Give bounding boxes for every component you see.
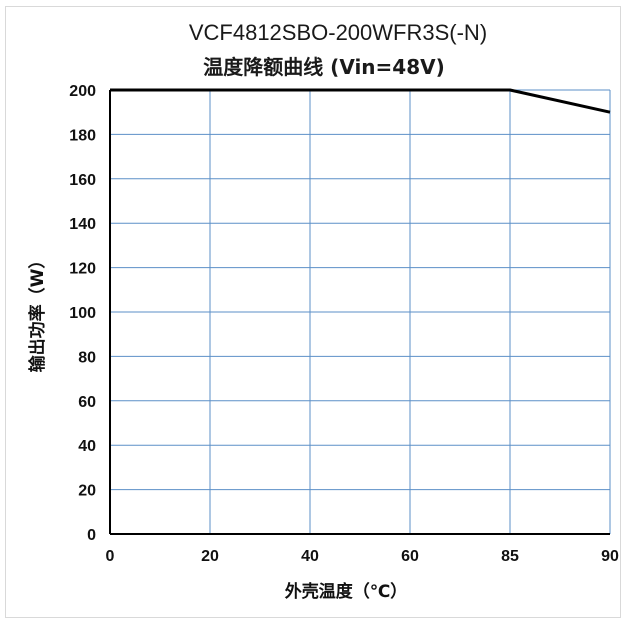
- x-tick-label: 60: [401, 548, 419, 565]
- y-axis-label: 输出功率（W）: [27, 252, 48, 373]
- y-tick-labels: 0 20 40 60 80 100 120 140 160 180 200: [69, 83, 96, 544]
- y-tick-label: 60: [78, 394, 96, 411]
- y-tick-label: 100: [69, 305, 96, 322]
- x-tick-labels: 0 20 40 60 85 90: [106, 548, 619, 565]
- x-axis-label: 外壳温度（℃）: [285, 581, 408, 602]
- y-tick-label: 200: [69, 83, 96, 100]
- y-tick-label: 20: [78, 483, 96, 500]
- y-tick-label: 140: [69, 216, 96, 233]
- chart-frame: [5, 6, 621, 618]
- y-tick-label: 180: [69, 127, 96, 144]
- series-layer: [110, 88, 611, 114]
- y-tick-label: 160: [69, 172, 96, 189]
- chart-title: VCF4812SBO-200WFR3S(-N): [189, 20, 487, 45]
- x-tick-label: 0: [106, 548, 115, 565]
- y-tick-label: 40: [78, 438, 96, 455]
- grid-lines: [110, 89, 611, 534]
- x-tick-label: 85: [501, 548, 519, 565]
- y-tick-label: 120: [69, 261, 96, 278]
- x-tick-label: 40: [301, 548, 319, 565]
- x-tick-label: 90: [601, 548, 619, 565]
- series-line: [110, 88, 611, 114]
- x-tick-label: 20: [201, 548, 219, 565]
- y-tick-label: 0: [87, 527, 96, 544]
- chart-subtitle: 温度降额曲线 (Vin=48V): [203, 55, 445, 79]
- y-tick-label: 80: [78, 349, 96, 366]
